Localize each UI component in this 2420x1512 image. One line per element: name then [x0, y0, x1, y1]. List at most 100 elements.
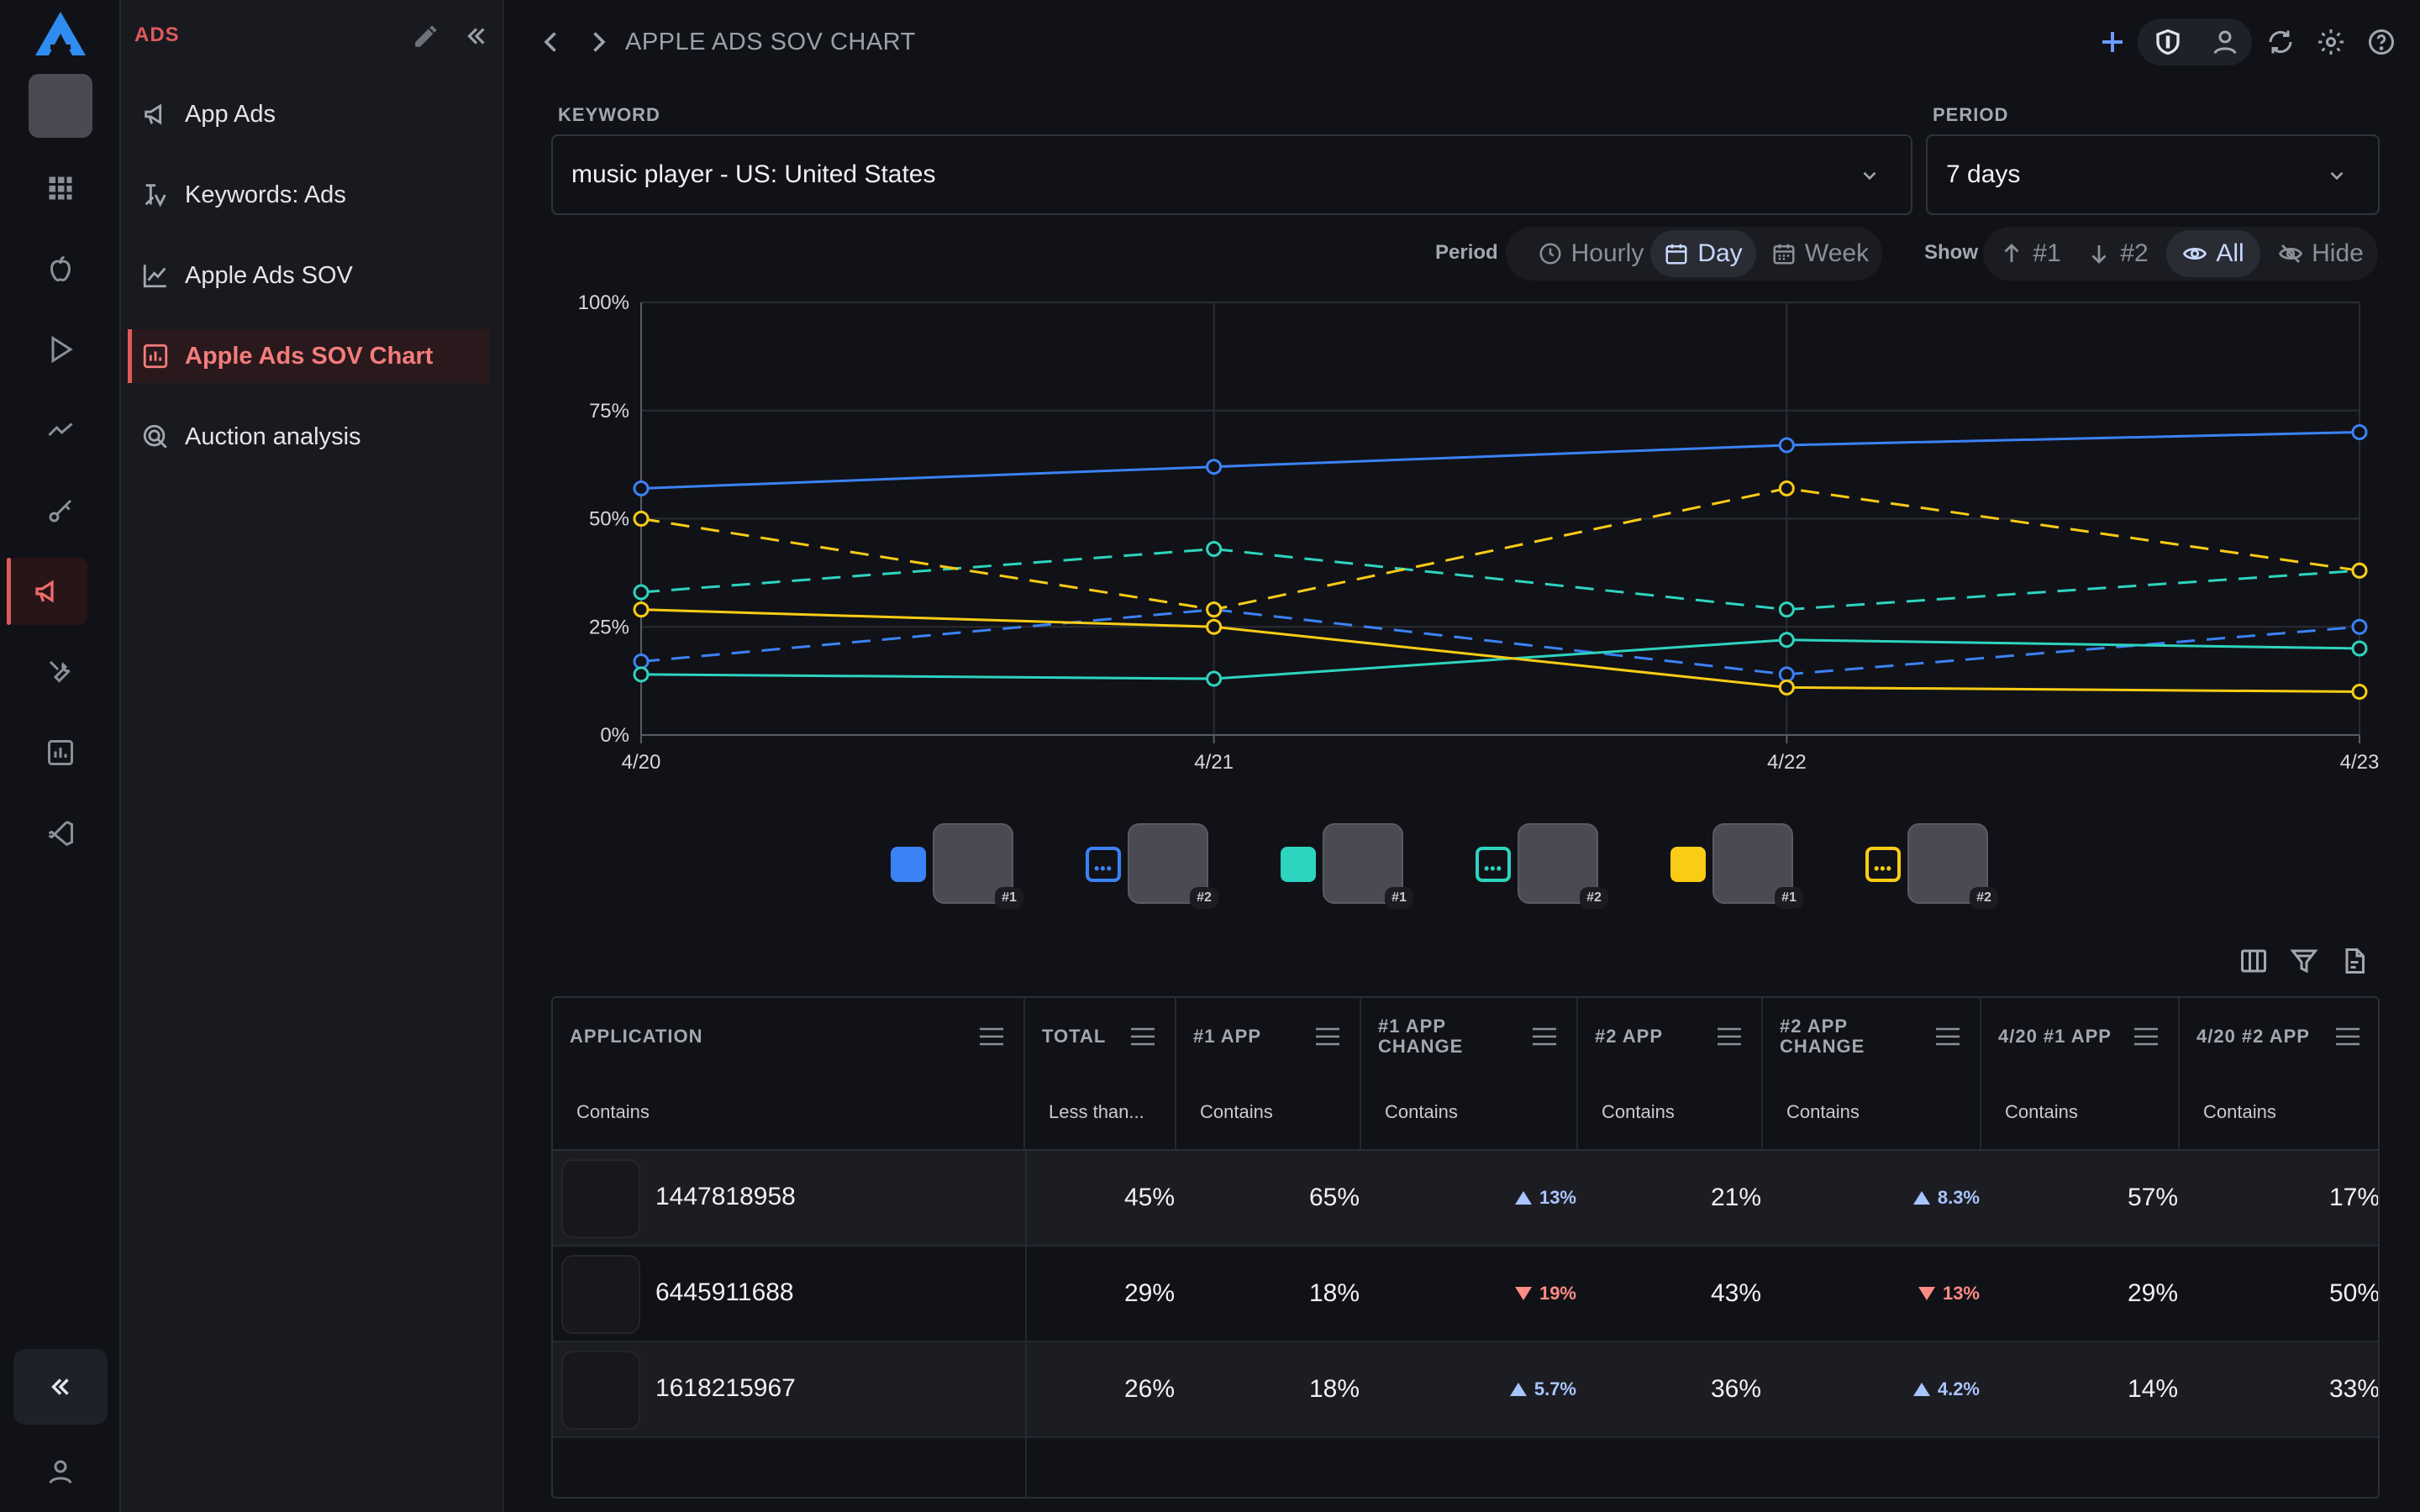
period-day-button[interactable]: Day [1650, 230, 1756, 277]
back-chevron-icon[interactable] [536, 27, 566, 57]
app-id: 6445911688 [655, 1278, 794, 1306]
column-filter-input[interactable]: Contains [553, 1075, 1025, 1151]
sidebar-item-auction-analysis[interactable]: Auction analysis [128, 410, 489, 464]
rail-play-icon[interactable] [0, 316, 121, 383]
series-line [640, 431, 2360, 490]
column-filter-input[interactable]: Contains [1763, 1075, 1981, 1151]
sidebar-item-apple-ads-sov[interactable]: Apple Ads SOV [128, 249, 489, 302]
change-value: 19% [1539, 1283, 1576, 1304]
rail-apps-icon[interactable] [0, 155, 121, 222]
column-filter-input[interactable]: Contains [1176, 1075, 1361, 1151]
megaphone-icon [145, 103, 162, 125]
shield-icon[interactable] [2153, 27, 2183, 57]
workspace-avatar[interactable] [29, 74, 92, 138]
legend-app-icon [933, 823, 1013, 904]
legend-rank-badge: #2 [1970, 887, 1998, 909]
column-header[interactable]: 4/20 #2 APP [2180, 998, 2378, 1075]
show-first-button[interactable]: #1 [1990, 230, 2070, 277]
data-point [1206, 601, 1223, 618]
rail-apple-icon[interactable] [0, 235, 121, 302]
legend-item[interactable]: #1 [1670, 820, 1813, 912]
column-menu-icon[interactable] [1129, 1026, 1156, 1047]
rail-collapse-button[interactable] [13, 1349, 108, 1425]
help-icon[interactable] [2366, 27, 2396, 57]
column-header[interactable]: 4/20 #1 APP [1981, 998, 2180, 1075]
gear-icon[interactable] [2316, 27, 2346, 57]
sidebar-item-apple-ads-sov-chart[interactable]: Apple Ads SOV Chart [128, 329, 489, 383]
application-cell[interactable]: 6445911688 [553, 1247, 1025, 1341]
rail-megaphone-icon[interactable] [7, 558, 87, 625]
sidebar-item-keywords-ads[interactable]: Keywords: Ads [128, 168, 489, 222]
add-icon[interactable] [2097, 27, 2128, 57]
rail-tools-icon[interactable] [0, 638, 121, 706]
data-point [1778, 666, 1795, 683]
legend-rank-badge: #2 [1190, 887, 1218, 909]
rail-user-icon[interactable] [0, 1438, 121, 1505]
column-header[interactable]: APPLICATION [553, 998, 1025, 1075]
application-cell[interactable]: 1447818958 [553, 1151, 1025, 1245]
column-filter-input[interactable]: Contains [1361, 1075, 1578, 1151]
value-cell: 45% [1123, 1184, 1175, 1211]
data-point [2351, 640, 2368, 657]
rail-key-icon[interactable] [0, 477, 121, 544]
column-filter-input[interactable]: Less than... [1025, 1075, 1176, 1151]
show-hide-button[interactable]: Hide [2267, 230, 2375, 277]
legend-item[interactable]: #1 [1281, 820, 1423, 912]
filter-icon[interactable] [2289, 946, 2319, 976]
keyword-select[interactable]: music player - US: United States [551, 134, 1912, 215]
legend-item[interactable]: #1 [891, 820, 1034, 912]
column-header[interactable]: #1 APP [1176, 998, 1361, 1075]
table-row[interactable]: 6445911688 29% 18% 19% 43% 13% 29% 50% [553, 1247, 2378, 1342]
sidebar-item-label: Keywords: Ads [185, 181, 346, 208]
table-row[interactable]: 1447818958 45% 65% 13% 21% 8.3% 57% 17% [553, 1151, 2378, 1247]
column-menu-icon[interactable] [1314, 1026, 1341, 1047]
value-cell: 14% [2127, 1375, 2178, 1403]
application-cell[interactable]: 1618215967 [553, 1342, 1025, 1436]
legend-item[interactable]: ••• #2 [1086, 820, 1228, 912]
chevron-down-icon [2330, 171, 2344, 181]
show-second-button[interactable]: #2 [2075, 230, 2160, 277]
column-menu-icon[interactable] [1716, 1026, 1743, 1047]
legend-app-icon [1712, 823, 1793, 904]
column-filter-input[interactable]: Contains [2180, 1075, 2378, 1151]
column-menu-icon[interactable] [1531, 1026, 1558, 1047]
show-all-button[interactable]: All [2166, 230, 2260, 277]
column-filter-input[interactable]: Contains [1578, 1075, 1763, 1151]
column-header[interactable]: #1 APP CHANGE [1361, 998, 1578, 1075]
rail-vscode-icon[interactable] [0, 800, 121, 867]
rail-trend-icon[interactable] [0, 396, 121, 464]
column-header[interactable]: TOTAL [1025, 998, 1176, 1075]
column-menu-icon[interactable] [1934, 1026, 1961, 1047]
refresh-icon[interactable] [2265, 27, 2296, 57]
triangle-up-icon [1514, 1191, 1532, 1205]
double-chevron-left-icon[interactable] [462, 22, 491, 50]
sidebar-item-label: Auction analysis [185, 423, 361, 450]
change-value: 4.2% [1937, 1378, 1980, 1399]
column-header[interactable]: #2 APP CHANGE [1763, 998, 1981, 1075]
app-logo-icon[interactable] [34, 10, 87, 57]
column-header[interactable]: #2 APP [1578, 998, 1763, 1075]
user-icon[interactable] [2210, 27, 2240, 57]
table-row[interactable]: 1618215967 26% 18% 5.7% 36% 4.2% 14% 33% [553, 1342, 2378, 1438]
forward-chevron-icon[interactable] [583, 27, 613, 57]
column-header-label: #2 APP CHANGE [1780, 1016, 1865, 1057]
x-tick-label: 4/22 [1767, 751, 1807, 774]
column-menu-icon[interactable] [2334, 1026, 2361, 1047]
columns-icon[interactable] [2238, 946, 2269, 976]
export-icon[interactable] [2339, 946, 2370, 976]
rail-report-icon[interactable] [0, 719, 121, 786]
sidebar-item-app-ads[interactable]: App Ads [128, 87, 489, 141]
value-cell: 43% [1710, 1279, 1761, 1307]
column-filter-input[interactable]: Contains [1981, 1075, 2180, 1151]
keyword-ads-icon [145, 184, 166, 207]
column-header-label: 4/20 #2 APP [2196, 1026, 2310, 1047]
chevron-down-icon [1863, 171, 1876, 181]
legend-item[interactable]: ••• #2 [1476, 820, 1618, 912]
period-week-button[interactable]: Week [1763, 230, 1877, 277]
pencil-icon[interactable] [412, 22, 440, 50]
legend-item[interactable]: ••• #2 [1865, 820, 2008, 912]
period-hourly-button[interactable]: Hourly [1512, 230, 1669, 277]
column-menu-icon[interactable] [978, 1026, 1005, 1047]
column-menu-icon[interactable] [2133, 1026, 2160, 1047]
period-select[interactable]: 7 days [1926, 134, 2380, 215]
